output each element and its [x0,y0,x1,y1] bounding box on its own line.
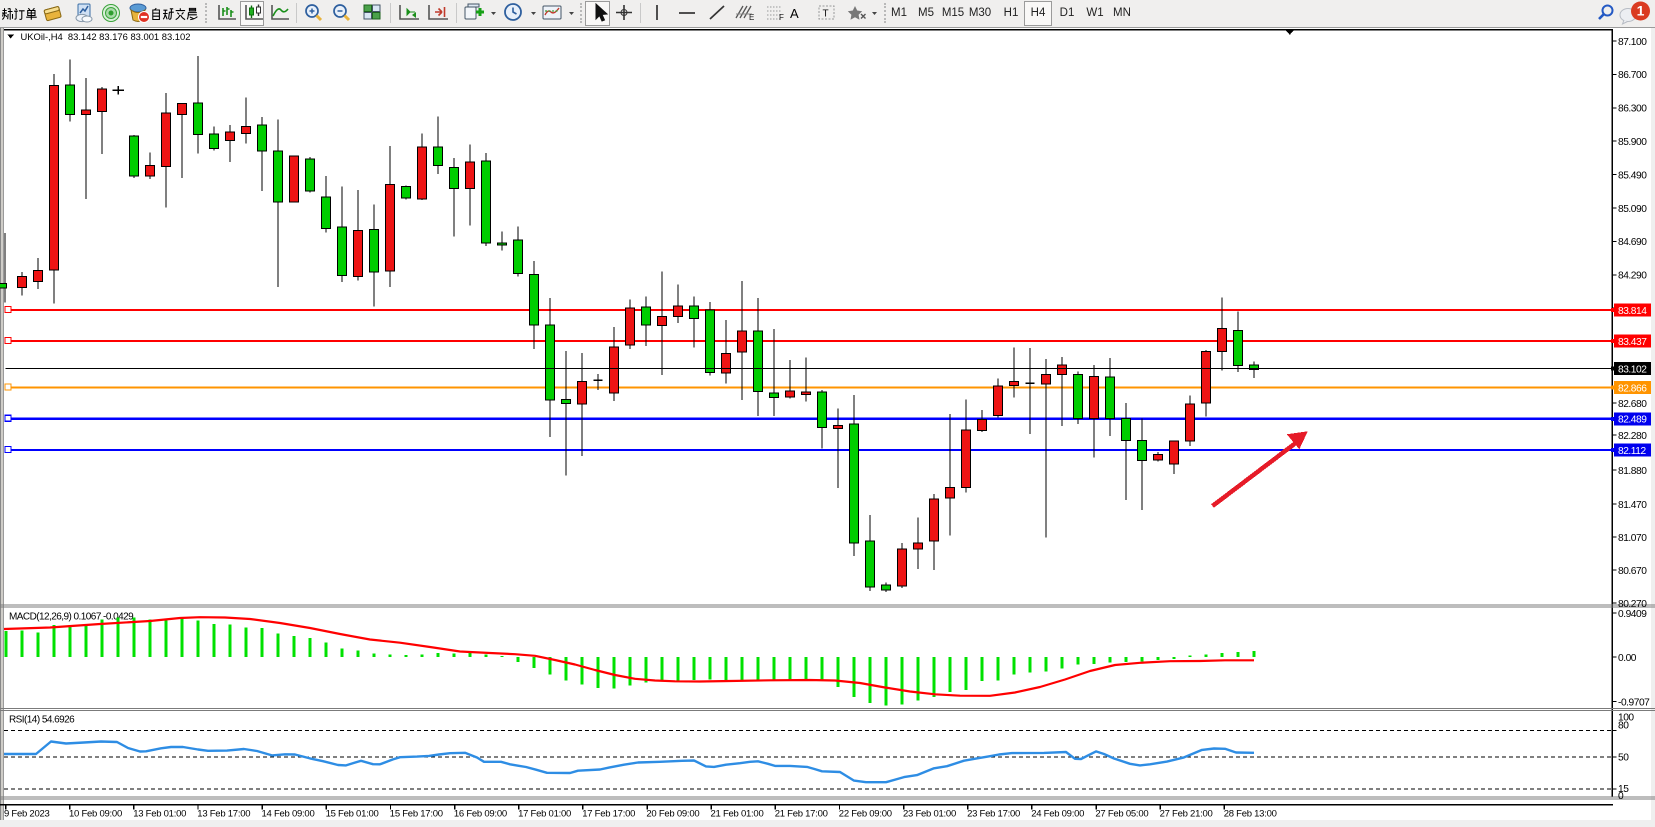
svg-text:15 Feb 17:00: 15 Feb 17:00 [390,809,443,820]
svg-text:83.102: 83.102 [1618,364,1647,375]
svg-text:10 Feb 09:00: 10 Feb 09:00 [69,809,122,820]
svg-text:85.090: 85.090 [1618,204,1647,215]
svg-text:0: 0 [1618,791,1624,802]
svg-text:84.290: 84.290 [1618,271,1647,282]
svg-text:27 Feb 05:00: 27 Feb 05:00 [1095,809,1148,820]
svg-text:22 Feb 09:00: 22 Feb 09:00 [839,809,892,820]
svg-text:86.300: 86.300 [1618,104,1647,115]
svg-text:82.680: 82.680 [1618,399,1647,410]
svg-text:17 Feb 01:00: 17 Feb 01:00 [518,809,571,820]
svg-text:80.270: 80.270 [1618,599,1647,610]
svg-text:T: T [823,9,829,20]
svg-text:23 Feb 17:00: 23 Feb 17:00 [967,809,1020,820]
svg-text:E: E [749,13,754,22]
svg-text:80.670: 80.670 [1618,566,1647,577]
svg-text:21 Feb 01:00: 21 Feb 01:00 [711,809,764,820]
svg-text:84.690: 84.690 [1618,237,1647,248]
svg-text:82.280: 82.280 [1618,431,1647,442]
svg-text:82.112: 82.112 [1618,446,1646,457]
svg-text:9 Feb 2023: 9 Feb 2023 [4,809,50,820]
svg-text:21 Feb 17:00: 21 Feb 17:00 [775,809,828,820]
svg-text:50: 50 [1618,753,1629,764]
svg-text:83.814: 83.814 [1618,306,1647,317]
svg-text:-0.9707: -0.9707 [1618,697,1650,708]
svg-text:14 Feb 09:00: 14 Feb 09:00 [262,809,315,820]
svg-text:24 Feb 09:00: 24 Feb 09:00 [1031,809,1084,820]
svg-text:F: F [779,13,784,22]
svg-text:15 Feb 01:00: 15 Feb 01:00 [326,809,379,820]
svg-text:28 Feb 13:00: 28 Feb 13:00 [1224,809,1277,820]
svg-text:0.9409: 0.9409 [1618,609,1647,620]
svg-text:82.866: 82.866 [1618,383,1647,394]
svg-text:86.700: 86.700 [1618,70,1647,81]
svg-text:MACD(12,26,9) 0.1067 -0.0429: MACD(12,26,9) 0.1067 -0.0429 [9,612,134,623]
svg-text:13 Feb 01:00: 13 Feb 01:00 [133,809,186,820]
svg-text:85.490: 85.490 [1618,170,1647,181]
svg-text:81.470: 81.470 [1618,500,1647,511]
svg-text:81.880: 81.880 [1618,466,1647,477]
svg-text:1: 1 [1637,3,1645,19]
svg-text:17 Feb 17:00: 17 Feb 17:00 [582,809,635,820]
svg-text:83.437: 83.437 [1618,337,1647,348]
svg-text:85.900: 85.900 [1618,137,1647,148]
svg-text:UKOil-,H4 83.142 83.176 83.00: UKOil-,H4 83.142 83.176 83.001 83.102 [21,31,191,42]
svg-text:16 Feb 09:00: 16 Feb 09:00 [454,809,507,820]
svg-text:23 Feb 01:00: 23 Feb 01:00 [903,809,956,820]
svg-text:0.00: 0.00 [1618,653,1637,664]
svg-text:100: 100 [1618,713,1634,724]
svg-text:RSI(14) 54.6926: RSI(14) 54.6926 [9,715,75,726]
svg-text:20 Feb 09:00: 20 Feb 09:00 [646,809,699,820]
svg-text:27 Feb 21:00: 27 Feb 21:00 [1160,809,1213,820]
svg-text:87.100: 87.100 [1618,37,1647,48]
svg-text:81.070: 81.070 [1618,533,1647,544]
svg-text:13 Feb 17:00: 13 Feb 17:00 [197,809,250,820]
svg-text:82.489: 82.489 [1618,415,1647,426]
svg-text:80: 80 [1618,720,1629,731]
svg-text:15: 15 [1618,784,1629,795]
